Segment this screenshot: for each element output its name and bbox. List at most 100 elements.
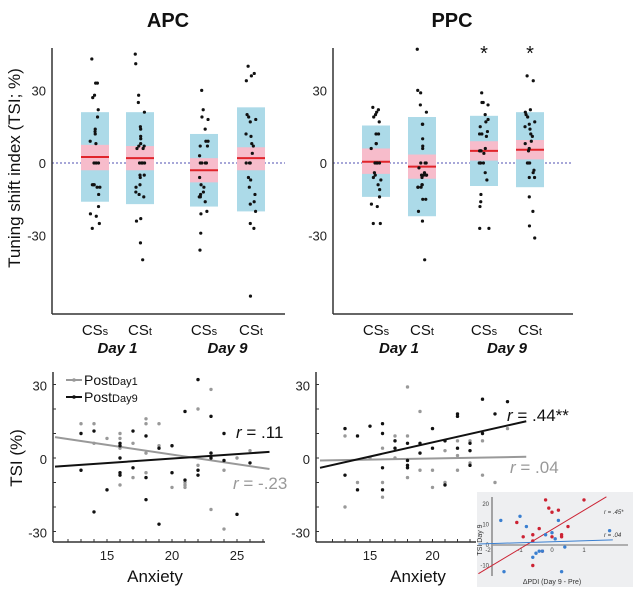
ppc-data-point <box>376 183 380 187</box>
scatter-right-point-postday1 <box>405 434 410 438</box>
apc-data-point <box>200 115 204 119</box>
apc-data-point <box>98 185 102 189</box>
scatter-right-point-postday9 <box>468 441 472 445</box>
apc-day-label: Day 1 <box>97 340 137 357</box>
scatter-left-point-postday1 <box>144 471 148 475</box>
scatter-left-point-postday9 <box>118 441 122 445</box>
scatter-left-y-tick-label: -30 <box>28 526 47 541</box>
scatter-right-x-tick-label: 15 <box>363 548 377 563</box>
scatter-right-y-tick-label: 30 <box>296 379 310 394</box>
ppc-y-tick-label: 30 <box>313 83 327 98</box>
ppc-data-point <box>420 183 424 187</box>
scatter-left-point-postday9 <box>131 429 135 433</box>
scatter-right-point-postday1 <box>505 426 510 431</box>
apc-data-point <box>97 192 101 197</box>
apc-data-point <box>88 139 92 143</box>
scatter-left-point-postday1 <box>118 436 122 441</box>
inset-point-red <box>531 533 535 537</box>
ppc-data-point <box>422 171 427 175</box>
apc-data-point <box>206 117 210 122</box>
ppc-data-point <box>483 146 487 151</box>
inset-x-tick-label: -1 <box>517 548 523 554</box>
inset-y-tick-label: 0 <box>486 543 490 549</box>
apc-data-point <box>247 185 251 189</box>
ppc-y-tick-label: -30 <box>308 229 327 244</box>
scatter-right-point-postday9 <box>430 426 435 431</box>
ppc-data-point <box>526 115 530 119</box>
apc-data-point <box>244 132 248 136</box>
ppc-data-point <box>480 132 484 136</box>
apc-data-point <box>136 100 140 105</box>
ppc-category-label: CSs <box>471 322 498 339</box>
scatter-left-point-postday1 <box>209 507 213 512</box>
apc-data-point <box>246 64 250 68</box>
scatter-left-point-postday1 <box>222 468 226 472</box>
scatter-right-point-postday1 <box>443 448 447 453</box>
scatter-right-point-postday1 <box>380 446 385 450</box>
ppc-data-point <box>416 88 420 92</box>
apc-data-point <box>139 137 143 141</box>
apc-data-point <box>197 154 202 158</box>
legend-swatch-marker <box>72 378 76 382</box>
inset-r-label-red: r = .45* <box>604 510 624 516</box>
ppc-data-point <box>523 110 527 114</box>
scatter-left-point-postday9 <box>157 446 161 450</box>
inset-x-tick-label: 0 <box>550 548 554 554</box>
scatter-right-point-postday9 <box>343 473 347 477</box>
ppc-significance-star: * <box>526 43 534 65</box>
apc-day-label: Day 9 <box>207 340 248 357</box>
scatter-right-point-postday9 <box>343 426 347 431</box>
apc-data-point <box>88 212 93 216</box>
ppc-data-point <box>479 200 483 204</box>
ppc-data-point <box>420 219 425 223</box>
scatter-right-point-postday1 <box>418 468 422 472</box>
apc-data-point <box>204 139 208 143</box>
ppc-data-point <box>419 161 423 165</box>
apc-data-point <box>91 96 95 100</box>
inset-x-tick-label: -2 <box>485 548 491 554</box>
apc-data-point <box>247 115 251 119</box>
ppc-data-point <box>531 79 535 83</box>
apc-y-tick-label: 30 <box>32 83 46 98</box>
apc-data-point <box>95 185 99 189</box>
inset-point-blue <box>540 549 545 553</box>
ppc-data-point <box>477 132 482 136</box>
scatter-right-point-postday9 <box>405 458 410 463</box>
ppc-data-point <box>479 149 483 153</box>
ppc-data-point <box>377 120 381 124</box>
scatter-left-fit-line-postday1 <box>54 436 270 471</box>
apc-data-point <box>93 127 97 131</box>
scatter-left-point-postday9 <box>157 522 161 526</box>
ppc-data-point <box>374 142 378 146</box>
scatter-right-point-postday9 <box>380 422 385 426</box>
ppc-data-point <box>485 129 490 134</box>
scatter-left-point-postday9 <box>79 431 83 436</box>
scatter-right-point-postday9 <box>368 424 372 428</box>
apc-data-point <box>248 221 252 226</box>
apc-data-point <box>138 241 143 245</box>
inset-point-blue <box>499 518 503 523</box>
apc-data-point <box>252 71 256 76</box>
ppc-data-point <box>424 197 428 201</box>
ppc-data-point <box>483 113 487 117</box>
apc-data-point <box>201 190 206 194</box>
scatter-right-point-postday9 <box>468 463 472 468</box>
scatter-left-point-postday9 <box>79 468 83 472</box>
apc-data-point <box>139 134 143 138</box>
scatter-right-point-postday9 <box>418 451 422 455</box>
scatter-left-point-postday1 <box>118 431 122 436</box>
inset-fit-line-blue <box>478 539 613 545</box>
apc-data-point <box>249 74 253 78</box>
apc-data-point <box>205 209 209 213</box>
ppc-data-point <box>532 168 536 172</box>
apc-data-point <box>252 200 256 204</box>
ppc-data-point <box>478 226 482 230</box>
apc-data-point <box>137 161 142 165</box>
inset-point-red <box>531 563 535 568</box>
apc-data-point <box>93 132 97 136</box>
ppc-data-point <box>371 175 375 180</box>
legend-swatch-marker <box>72 395 76 399</box>
apc-category-label: CSs <box>191 322 218 339</box>
